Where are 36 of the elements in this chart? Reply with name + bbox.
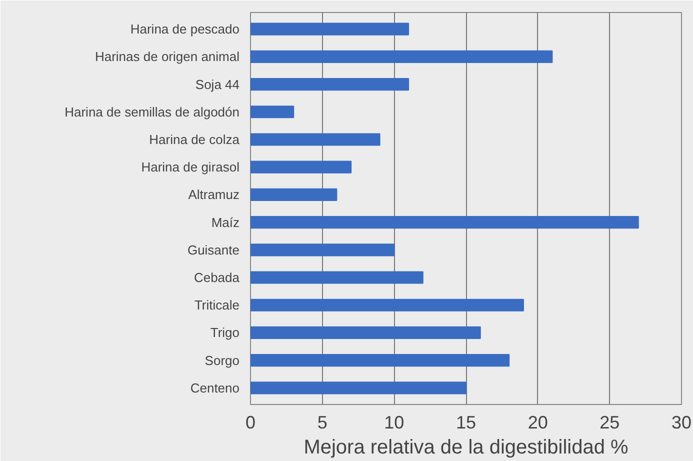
y-tick-label: Soja 44 <box>195 76 240 92</box>
y-tick-label: Maíz <box>211 214 240 230</box>
y-tick-label: Guisante <box>187 242 240 258</box>
y-tick-label: Trigo <box>210 325 240 340</box>
x-tick-label: 20 <box>528 412 548 432</box>
bar <box>250 298 524 312</box>
bar <box>250 216 639 229</box>
x-tick-label: 10 <box>384 412 404 432</box>
x-tick-label: 15 <box>456 412 476 432</box>
y-tick-label: Altramuz <box>188 187 240 202</box>
y-tick-label: Harinas de origen animal <box>94 49 240 64</box>
bar <box>250 78 410 91</box>
y-tick-label: Centeno <box>190 380 240 396</box>
bar <box>250 326 481 340</box>
y-tick-label: Harina de pescado <box>130 22 240 37</box>
x-tick-label: 30 <box>671 412 692 432</box>
bar <box>250 22 410 36</box>
bar <box>250 160 352 174</box>
x-tick-label: 25 <box>600 412 620 432</box>
bar <box>250 271 424 284</box>
y-tick-label: Triticale <box>194 298 240 313</box>
bar <box>250 382 466 394</box>
bar <box>250 354 510 367</box>
x-tick-label: 5 <box>317 412 328 432</box>
y-tick-label: Harina de girasol <box>141 160 240 175</box>
y-tick-label: Harina de colza <box>149 132 240 147</box>
bar <box>250 106 294 118</box>
x-tick-label: 0 <box>245 412 256 432</box>
x-axis-title: Mejora relativa de la digestibilidad % <box>304 436 629 458</box>
y-tick-label: Sorgo <box>204 352 240 368</box>
bar <box>250 244 395 256</box>
y-tick-label: Harina de semillas de algodón <box>64 104 240 120</box>
bar <box>250 133 380 146</box>
y-tick-label: Cebada <box>194 270 240 286</box>
bar <box>250 50 553 63</box>
bar <box>250 188 338 201</box>
